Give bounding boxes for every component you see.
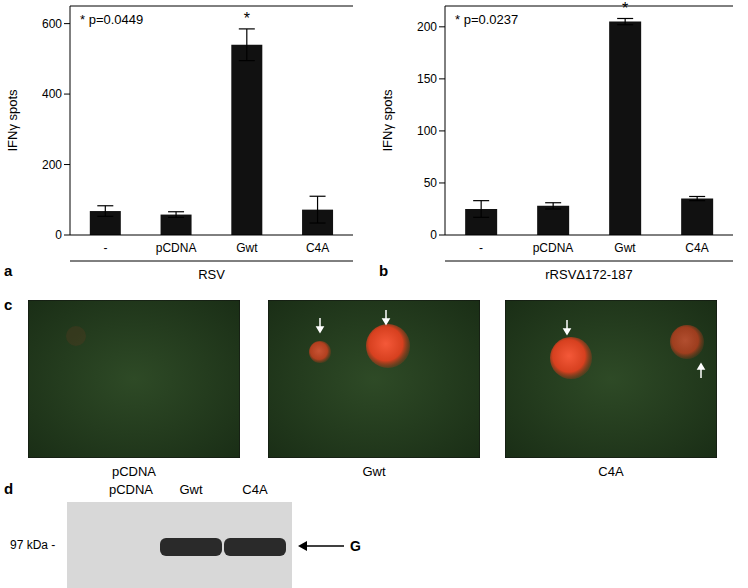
html-text:Gwt: Gwt: [362, 464, 386, 479]
svg-text:C4A: C4A: [306, 241, 329, 255]
svg-text:50: 50: [424, 176, 438, 190]
html-text:* p=0.0237: * p=0.0237: [455, 12, 519, 27]
html-text:pCDNA: pCDNA: [109, 482, 153, 497]
svg-text:400: 400: [42, 87, 62, 101]
html-text:97 kDa -: 97 kDa -: [10, 538, 56, 552]
svg-text:150: 150: [417, 72, 437, 86]
svg-text:rRSVΔ172-187: rRSVΔ172-187: [545, 267, 632, 282]
svg-text:IFNγ spots: IFNγ spots: [5, 89, 20, 152]
html-text:C4A: C4A: [242, 482, 268, 497]
svg-text:0: 0: [430, 228, 437, 242]
html-text:pCDNA: pCDNA: [112, 464, 156, 479]
html-text:c: c: [4, 296, 13, 313]
html-text:G: G: [350, 538, 361, 554]
svg-text:600: 600: [42, 17, 62, 31]
html-text:C4A: C4A: [598, 464, 624, 479]
svg-text:0: 0: [55, 228, 62, 242]
html-text:a: a: [4, 262, 13, 279]
svg-text:200: 200: [42, 158, 62, 172]
svg-text:100: 100: [417, 124, 437, 138]
html-text:d: d: [4, 480, 14, 497]
html-text:b: b: [379, 262, 389, 279]
svg-text:200: 200: [417, 20, 437, 34]
svg-text:Gwt: Gwt: [236, 241, 258, 255]
html-text:* p=0.0449: * p=0.0449: [80, 12, 144, 27]
svg-text:IFNγ spots: IFNγ spots: [380, 89, 395, 152]
svg-text:-: -: [103, 241, 107, 255]
svg-text:RSV: RSV: [198, 267, 225, 282]
svg-text:pCDNA: pCDNA: [533, 241, 574, 255]
svg-text:Gwt: Gwt: [614, 241, 636, 255]
svg-text:pCDNA: pCDNA: [156, 241, 197, 255]
html-text:Gwt: Gwt: [179, 482, 203, 497]
svg-text:-: -: [479, 241, 483, 255]
svg-text:C4A: C4A: [685, 241, 708, 255]
svg-text:*: *: [244, 10, 250, 27]
svg-text:*: *: [622, 0, 628, 16]
